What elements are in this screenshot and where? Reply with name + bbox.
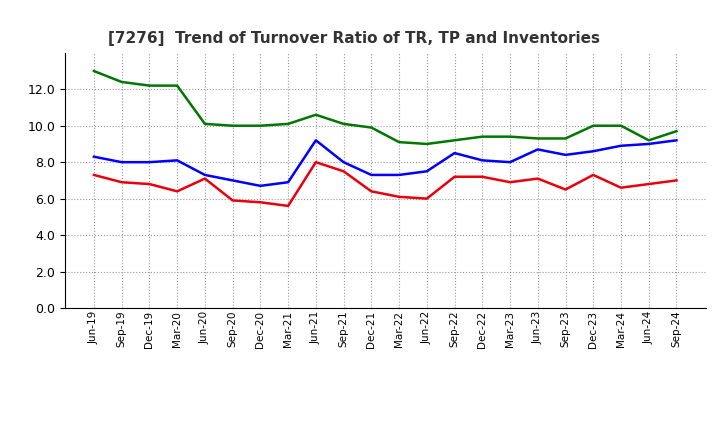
Trade Payables	[256, 183, 265, 188]
Trade Payables	[644, 141, 653, 147]
Inventories	[478, 134, 487, 139]
Trade Receivables	[672, 178, 681, 183]
Inventories	[534, 136, 542, 141]
Trade Payables	[561, 152, 570, 158]
Line: Trade Payables: Trade Payables	[94, 140, 677, 186]
Trade Receivables	[589, 172, 598, 178]
Inventories	[173, 83, 181, 88]
Trade Payables	[589, 149, 598, 154]
Inventories	[395, 139, 403, 145]
Line: Trade Receivables: Trade Receivables	[94, 162, 677, 206]
Trade Payables	[173, 158, 181, 163]
Trade Payables	[395, 172, 403, 178]
Trade Payables	[228, 178, 237, 183]
Trade Receivables	[616, 185, 625, 191]
Trade Receivables	[173, 189, 181, 194]
Trade Payables	[616, 143, 625, 148]
Trade Receivables	[450, 174, 459, 180]
Trade Payables	[534, 147, 542, 152]
Trade Receivables	[534, 176, 542, 181]
Trade Payables	[367, 172, 376, 178]
Inventories	[89, 68, 98, 73]
Text: [7276]  Trend of Turnover Ratio of TR, TP and Inventories: [7276] Trend of Turnover Ratio of TR, TP…	[108, 31, 600, 46]
Trade Receivables	[284, 203, 292, 209]
Inventories	[450, 138, 459, 143]
Trade Payables	[423, 169, 431, 174]
Trade Payables	[450, 150, 459, 156]
Inventories	[284, 121, 292, 127]
Inventories	[201, 121, 210, 127]
Trade Payables	[478, 158, 487, 163]
Trade Receivables	[339, 169, 348, 174]
Trade Payables	[117, 160, 126, 165]
Trade Receivables	[117, 180, 126, 185]
Trade Receivables	[145, 181, 154, 187]
Inventories	[367, 125, 376, 130]
Trade Receivables	[644, 181, 653, 187]
Trade Payables	[145, 160, 154, 165]
Trade Receivables	[478, 174, 487, 180]
Inventories	[616, 123, 625, 128]
Trade Payables	[89, 154, 98, 159]
Trade Receivables	[201, 176, 210, 181]
Inventories	[672, 128, 681, 134]
Trade Payables	[284, 180, 292, 185]
Inventories	[423, 141, 431, 147]
Trade Receivables	[312, 160, 320, 165]
Trade Payables	[312, 138, 320, 143]
Trade Receivables	[228, 198, 237, 203]
Inventories	[505, 134, 514, 139]
Inventories	[644, 138, 653, 143]
Trade Payables	[201, 172, 210, 178]
Trade Payables	[672, 138, 681, 143]
Inventories	[228, 123, 237, 128]
Trade Receivables	[395, 194, 403, 199]
Trade Receivables	[89, 172, 98, 178]
Trade Payables	[339, 160, 348, 165]
Inventories	[256, 123, 265, 128]
Inventories	[145, 83, 154, 88]
Trade Receivables	[561, 187, 570, 192]
Inventories	[117, 79, 126, 84]
Trade Receivables	[505, 180, 514, 185]
Inventories	[561, 136, 570, 141]
Trade Receivables	[367, 189, 376, 194]
Trade Receivables	[256, 200, 265, 205]
Inventories	[589, 123, 598, 128]
Trade Receivables	[423, 196, 431, 201]
Inventories	[339, 121, 348, 127]
Line: Inventories: Inventories	[94, 71, 677, 144]
Inventories	[312, 112, 320, 117]
Trade Payables	[505, 160, 514, 165]
